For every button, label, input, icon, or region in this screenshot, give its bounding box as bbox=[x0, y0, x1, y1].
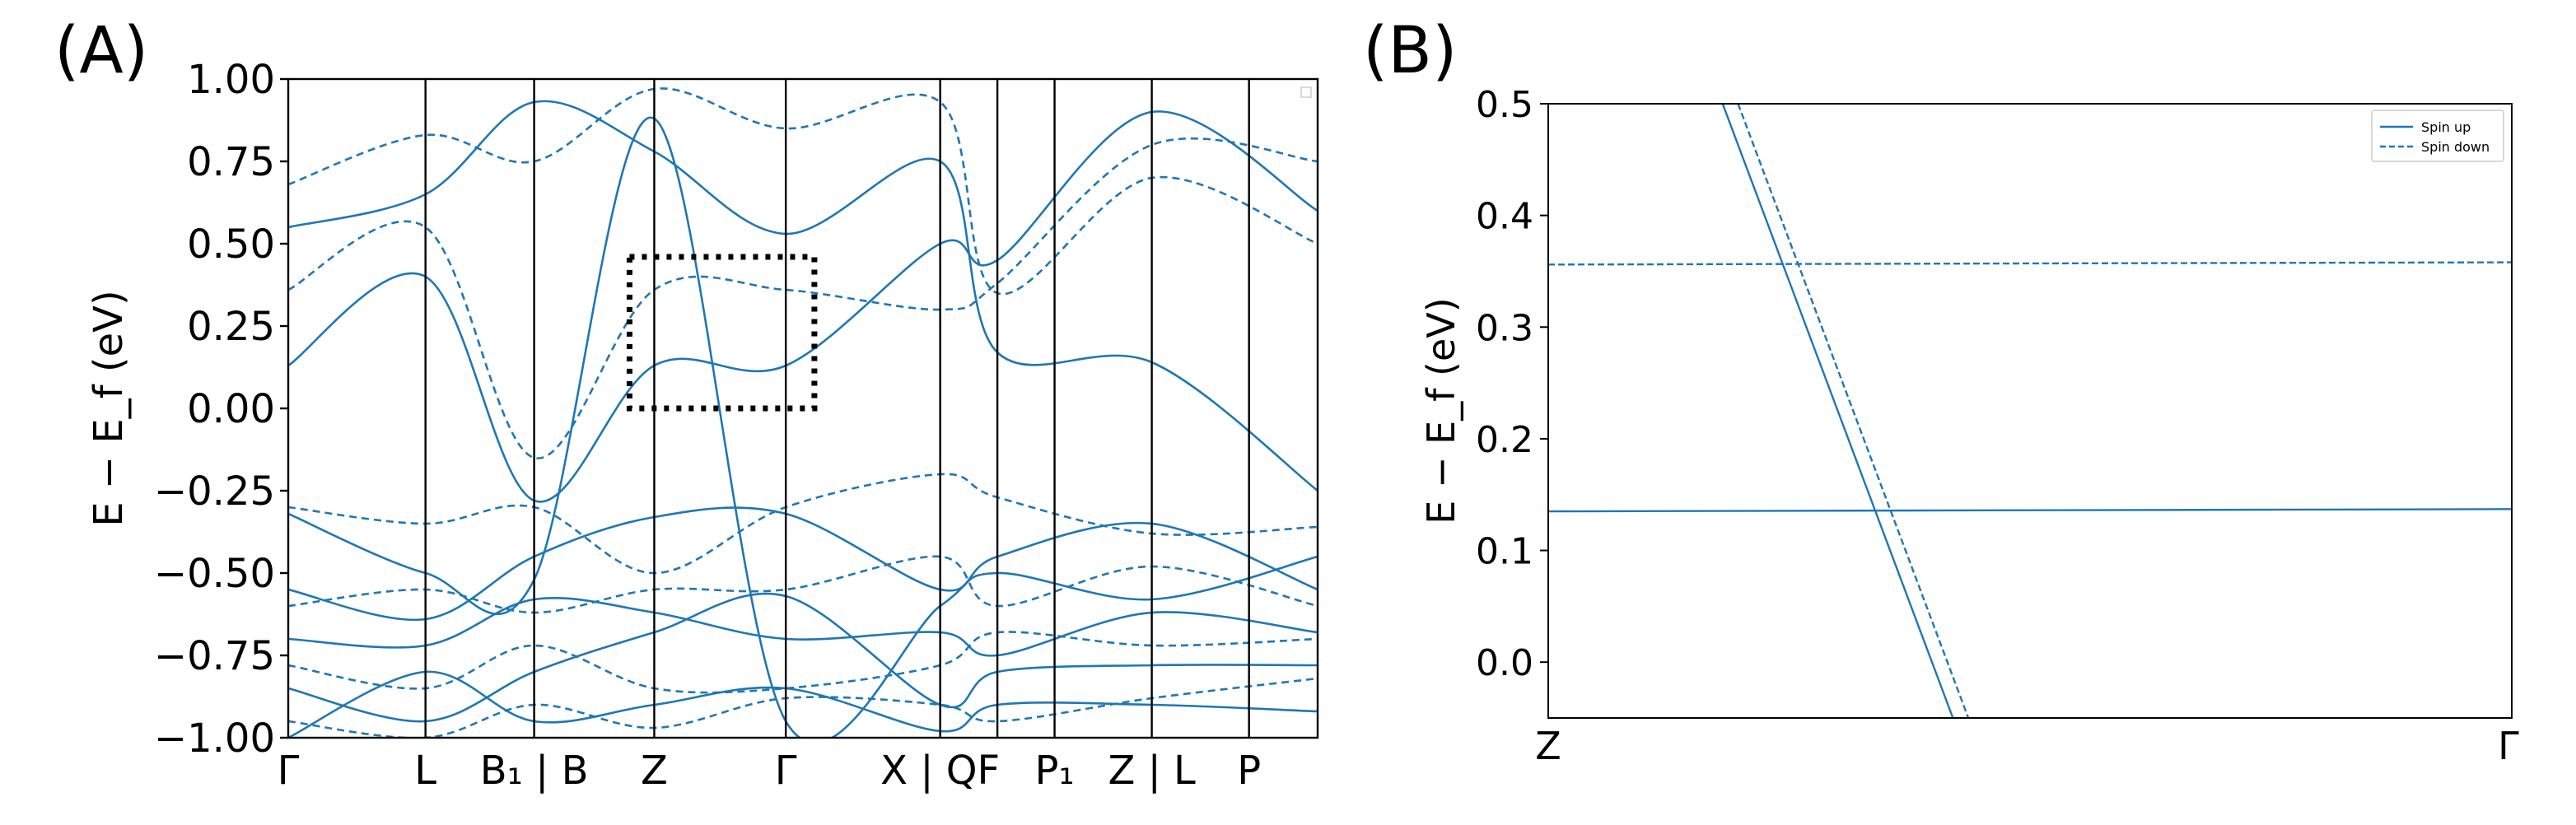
panel-a-zoom-box bbox=[626, 254, 818, 412]
panel-a-xtick-label: Z bbox=[641, 748, 668, 794]
panel-a-ytick-label: 0.25 bbox=[187, 304, 275, 350]
panel-a-xtick-label: X | QF bbox=[880, 748, 1000, 794]
panel-a-band-spin-down-10 bbox=[288, 555, 1318, 614]
panel-a-band-spin-up-6 bbox=[288, 116, 1318, 738]
panel-b-label: (B) bbox=[1363, 14, 1457, 88]
panel-b-xtick-label: Γ bbox=[2498, 724, 2519, 768]
panel-a-xtick-label: Γ bbox=[278, 748, 300, 794]
panel-b-legend-frame bbox=[2371, 110, 2504, 162]
panel-a-ytick-label: −1.00 bbox=[154, 715, 275, 762]
panel-a-ytick-label: 0.75 bbox=[187, 139, 275, 185]
panel-b-legend: Spin up Spin down bbox=[2371, 110, 2504, 162]
panel-a-ytick-label: −0.25 bbox=[154, 468, 275, 515]
panel-a-xtick-label: P₁ bbox=[1034, 748, 1074, 794]
panel-b-ytick-label: 0.0 bbox=[1476, 642, 1533, 684]
panel-a-band-spin-up-3 bbox=[288, 597, 1318, 657]
panel-a-ytick-label: −0.75 bbox=[154, 633, 275, 679]
panel-b-ytick-label: 0.4 bbox=[1476, 196, 1533, 238]
panel-b-ytick-label: 0.1 bbox=[1476, 531, 1533, 573]
panel-b-series-group bbox=[1548, 104, 2512, 718]
panel-a-legend-box bbox=[1300, 86, 1312, 98]
panel-a-ytick-label: 0.00 bbox=[187, 386, 275, 432]
panel-a-band-spin-up-0 bbox=[288, 110, 1318, 503]
panel-a-band-spin-up-2 bbox=[288, 506, 1318, 622]
panel-a-xtick-label: P bbox=[1237, 748, 1261, 794]
panel-b-legend-label: Spin up bbox=[2421, 119, 2471, 135]
panel-a-xtick-label: L bbox=[414, 748, 436, 794]
panel-a-series-group bbox=[288, 87, 1318, 738]
panel-a-ylabel: E − E_f (eV) bbox=[86, 290, 132, 526]
panel-a-band-spin-down-11 bbox=[288, 631, 1318, 694]
panel-a-band-spin-up-1 bbox=[288, 100, 1318, 492]
panel-b-ytick-label: 0.3 bbox=[1476, 307, 1533, 349]
panel-b-band-spin-up-0 bbox=[1548, 508, 2512, 513]
panel-a-band-spin-down-8 bbox=[288, 87, 1318, 296]
panel-a-label: (A) bbox=[54, 14, 148, 88]
panel-a-xtick-label: B₁ | B bbox=[480, 748, 589, 794]
panel-a-ytick-label: 0.50 bbox=[187, 221, 275, 268]
panel-b-xtick-label: Z bbox=[1535, 724, 1561, 768]
panel-b-legend-label: Spin down bbox=[2421, 139, 2490, 155]
panel-a-band-spin-down-7 bbox=[288, 137, 1318, 459]
panel-b-frame bbox=[1547, 103, 2513, 719]
panel-b-band-spin-down-3 bbox=[1737, 104, 1970, 718]
panel-b-band-spin-down-2 bbox=[1548, 261, 2512, 266]
panel-a-band-spin-up-5 bbox=[288, 670, 1318, 738]
panel-a-xtick-label: Γ bbox=[775, 748, 797, 794]
panel-b-band-spin-up-1 bbox=[1721, 104, 1954, 718]
panel-a-band-plot: 1.00 0.75 0.50 0.25 0.00 −0.25 −0.50 −0.75 −1.00… bbox=[86, 57, 1319, 794]
panel-b-ylabel: E − E_f (eV) bbox=[1419, 297, 1463, 524]
panel-a-band-spin-up-4 bbox=[288, 592, 1318, 723]
panel-a-xtick-label: Z | L bbox=[1108, 748, 1196, 794]
panel-a-ytick-label: −0.50 bbox=[154, 551, 275, 597]
panel-a-band-spin-down-9 bbox=[288, 473, 1318, 575]
panel-b-ytick-label: 0.2 bbox=[1476, 419, 1533, 461]
panel-a-ytick-label: 1.00 bbox=[187, 57, 275, 103]
panel-b-ytick-label: 0.5 bbox=[1476, 84, 1533, 126]
